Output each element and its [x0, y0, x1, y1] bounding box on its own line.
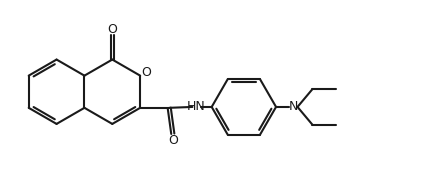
Text: O: O [141, 66, 151, 79]
Text: O: O [107, 23, 117, 36]
Text: HN: HN [187, 100, 205, 113]
Text: O: O [168, 134, 178, 146]
Text: N: N [288, 100, 298, 113]
